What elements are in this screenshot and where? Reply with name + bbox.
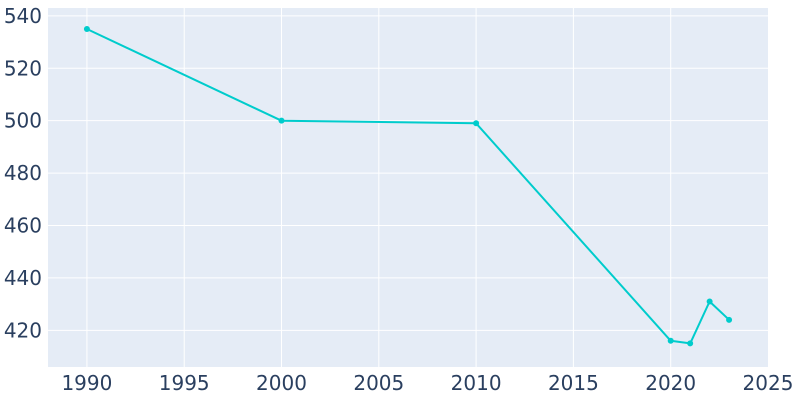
- y-tick-label: 420: [4, 318, 42, 342]
- y-tick-label: 460: [4, 213, 42, 237]
- y-tick-label: 440: [4, 266, 42, 290]
- data-point: [726, 316, 733, 323]
- y-axis-tick-labels: 420 440 460 480 500 520 540: [4, 4, 42, 342]
- y-gridlines: [48, 15, 768, 331]
- data-point: [687, 340, 694, 347]
- data-point: [706, 298, 713, 305]
- y-tick-label: 480: [4, 161, 42, 185]
- data-point: [667, 337, 674, 344]
- data-series: [83, 25, 733, 347]
- x-tick-label: 1995: [159, 371, 210, 395]
- x-tick-label: 2000: [256, 371, 307, 395]
- y-tick-label: 520: [4, 56, 42, 80]
- x-tick-label: 2010: [451, 371, 502, 395]
- x-tick-label: 2015: [548, 371, 599, 395]
- x-tick-label: 2005: [353, 371, 404, 395]
- y-tick-label: 540: [4, 4, 42, 28]
- x-axis-tick-labels: 1990 1995 2000 2005 2010 2015 2020 2025: [61, 371, 793, 395]
- y-tick-label: 500: [4, 109, 42, 133]
- data-point: [83, 25, 90, 32]
- data-point: [278, 117, 285, 124]
- x-tick-label: 1990: [61, 371, 112, 395]
- x-tick-label: 2025: [743, 371, 794, 395]
- x-tick-label: 2020: [645, 371, 696, 395]
- data-point: [473, 120, 480, 127]
